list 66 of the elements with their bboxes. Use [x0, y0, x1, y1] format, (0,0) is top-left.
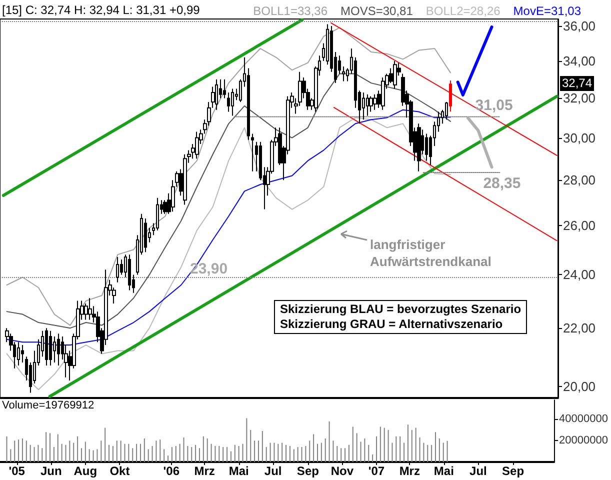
- candlestick: [183, 154, 187, 206]
- text: MovE=31,03: [513, 4, 582, 18]
- x-tick-label: '07: [368, 464, 385, 478]
- candlestick: [417, 123, 421, 172]
- x-tick-label: Mrz: [194, 464, 215, 478]
- y-tick-label: 40000000: [559, 413, 608, 426]
- candlestick: [128, 254, 131, 291]
- candlestick: [231, 88, 234, 116]
- text: 32,74: [560, 76, 594, 92]
- candlestick: [116, 256, 119, 283]
- x-tick-label: Aug: [74, 464, 98, 478]
- y-tick-label: 28,00: [563, 172, 596, 188]
- annotation: Skizzierung BLAU = bevorzugtes Szenario: [280, 302, 522, 317]
- candlestick: [156, 197, 159, 231]
- chart-title: [15] C: 32,74 H: 32,94 L: 31,31 +0,99: [2, 3, 200, 17]
- annotation: 28,35: [483, 174, 521, 192]
- x-tick-label: Jun: [40, 464, 62, 478]
- candlestick: [251, 133, 254, 172]
- annotation: langfristiger Aufwärtstrendkanal: [370, 236, 492, 270]
- x-tick-label: Sep: [296, 464, 319, 478]
- candlestick: [366, 94, 369, 116]
- candlestick: [425, 133, 428, 162]
- candlestick: [88, 298, 92, 320]
- x-tick-label: Nov: [330, 464, 354, 478]
- x-tick-label: Mai: [434, 464, 454, 478]
- candlestick: [45, 328, 48, 366]
- candlestick: [393, 60, 397, 90]
- y-tick-label: 30,00: [563, 130, 596, 146]
- y-tick-label: 24,00: [563, 267, 596, 282]
- y-tick-label: 26,00: [563, 218, 596, 234]
- candlestick: [195, 131, 199, 160]
- candlestick: [17, 342, 20, 366]
- y-tick-label: 36,00: [563, 18, 596, 34]
- x-tick-label: Sep: [502, 464, 524, 478]
- x-tick-label: Jul: [470, 464, 487, 478]
- candlestick: [381, 76, 385, 110]
- x-tick-label: '05: [8, 464, 26, 478]
- x-tick-label: Mrz: [399, 464, 420, 478]
- candlestick: [362, 92, 365, 120]
- candlestick: [227, 92, 230, 112]
- x-tick-label: Okt: [110, 464, 130, 478]
- y-tick-label: 20000000: [559, 434, 608, 447]
- candlestick: [144, 218, 147, 253]
- candlestick: [57, 333, 60, 366]
- x-tick-label: Jul: [264, 464, 282, 478]
- candlestick: [342, 66, 345, 82]
- y-tick-label: 34,00: [563, 54, 596, 69]
- candlestick: [449, 80, 452, 112]
- y-tick-label: 32,00: [563, 90, 596, 106]
- candlestick: [49, 330, 52, 366]
- x-tick-label: Mai: [228, 464, 249, 478]
- candlestick: [21, 344, 24, 363]
- series-label: BOLL1=33,36: [253, 4, 328, 18]
- candlestick: [215, 78, 218, 110]
- text: BOLL2=28,26: [426, 4, 501, 18]
- annotation: Skizzierung GRAU = Alternativszenario: [280, 317, 504, 332]
- annotation: 31,05: [475, 96, 513, 114]
- candlestick: [369, 96, 373, 112]
- y-tick-label: 22,00: [563, 320, 596, 336]
- chart-title: Volume=19769912: [2, 400, 94, 412]
- y-tick-label: 20,00: [563, 379, 596, 394]
- x-tick-label: '06: [163, 464, 180, 478]
- text: MOVS=30,81: [340, 4, 414, 18]
- candlestick: [445, 102, 448, 120]
- candlestick: [373, 94, 377, 110]
- candlestick: [223, 78, 226, 99]
